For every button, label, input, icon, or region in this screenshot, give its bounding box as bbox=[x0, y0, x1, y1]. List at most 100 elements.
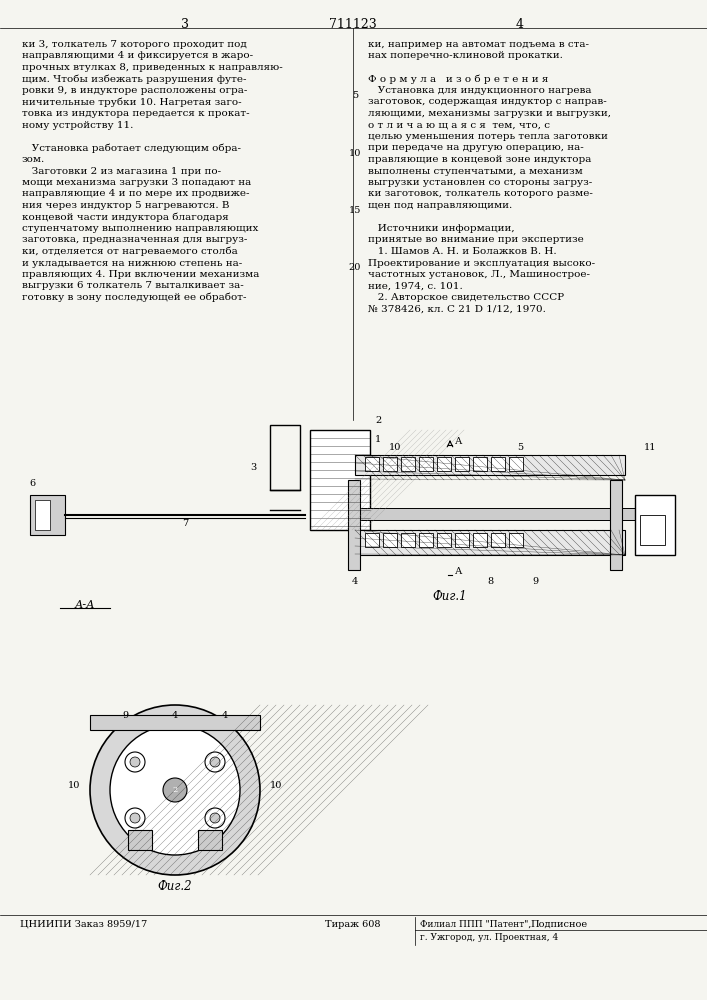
Text: заготовка, предназначенная для выгруз-: заготовка, предназначенная для выгруз- bbox=[22, 235, 247, 244]
Circle shape bbox=[205, 808, 225, 828]
Text: 15: 15 bbox=[349, 206, 361, 215]
Text: заготовок, содержащая индуктор с направ-: заготовок, содержащая индуктор с направ- bbox=[368, 98, 607, 106]
Text: 10: 10 bbox=[68, 780, 80, 790]
Text: Ф о р м у л а   и з о б р е т е н и я: Ф о р м у л а и з о б р е т е н и я bbox=[368, 75, 549, 84]
Bar bbox=[35, 500, 50, 530]
Text: 5: 5 bbox=[517, 442, 523, 452]
Text: нах поперечно-клиновой прокатки.: нах поперечно-клиновой прокатки. bbox=[368, 51, 563, 60]
Bar bbox=[365, 457, 379, 471]
Bar bbox=[419, 457, 433, 471]
Text: А-А: А-А bbox=[75, 600, 95, 610]
Bar bbox=[383, 457, 397, 471]
Text: 2: 2 bbox=[173, 786, 177, 794]
Text: ничительные трубки 10. Нагретая заго-: ничительные трубки 10. Нагретая заго- bbox=[22, 98, 242, 107]
Text: зом.: зом. bbox=[22, 155, 45, 164]
Bar bbox=[401, 457, 415, 471]
Text: мощи механизма загрузки 3 попадают на: мощи механизма загрузки 3 попадают на bbox=[22, 178, 251, 187]
Text: ровки 9, в индукторе расположены огра-: ровки 9, в индукторе расположены огра- bbox=[22, 86, 247, 95]
Bar bbox=[509, 457, 523, 471]
Text: ЦНИИПИ Заказ 8959/17: ЦНИИПИ Заказ 8959/17 bbox=[20, 920, 147, 929]
Text: прочных втулках 8, приведенных к направляю-: прочных втулках 8, приведенных к направл… bbox=[22, 63, 283, 72]
Text: ки 3, толкатель 7 которого проходит под: ки 3, толкатель 7 которого проходит под bbox=[22, 40, 247, 49]
Bar bbox=[473, 457, 487, 471]
Bar bbox=[198, 830, 222, 850]
Bar bbox=[350, 508, 635, 520]
Text: и укладывается на нижнюю степень на-: и укладывается на нижнюю степень на- bbox=[22, 258, 243, 267]
Text: 11: 11 bbox=[644, 442, 656, 452]
Text: выполнены ступенчатыми, а механизм: выполнены ступенчатыми, а механизм bbox=[368, 166, 583, 176]
Text: г. Ужгород, ул. Проектная, 4: г. Ужгород, ул. Проектная, 4 bbox=[420, 933, 559, 942]
Text: 2: 2 bbox=[375, 416, 381, 425]
Circle shape bbox=[125, 752, 145, 772]
Bar bbox=[355, 455, 625, 475]
Text: № 378426, кл. С 21 D 1/12, 1970.: № 378426, кл. С 21 D 1/12, 1970. bbox=[368, 304, 546, 314]
Bar bbox=[491, 457, 505, 471]
Circle shape bbox=[110, 725, 240, 855]
Text: 9: 9 bbox=[122, 710, 128, 720]
Bar bbox=[310, 430, 370, 530]
Bar bbox=[270, 425, 300, 490]
Text: ки, например на автомат подъема в ста-: ки, например на автомат подъема в ста- bbox=[368, 40, 589, 49]
Circle shape bbox=[90, 705, 260, 875]
Text: направляющими 4 и фиксируется в жаро-: направляющими 4 и фиксируется в жаро- bbox=[22, 51, 253, 60]
Circle shape bbox=[210, 813, 220, 823]
Text: Источники информации,: Источники информации, bbox=[368, 224, 515, 233]
Text: Заготовки 2 из магазина 1 при по-: Заготовки 2 из магазина 1 при по- bbox=[22, 166, 221, 176]
Text: 5: 5 bbox=[352, 91, 358, 100]
Circle shape bbox=[163, 778, 187, 802]
Text: 3: 3 bbox=[181, 18, 189, 31]
Text: 1: 1 bbox=[375, 435, 381, 444]
Bar bbox=[355, 530, 625, 555]
Bar bbox=[365, 533, 379, 547]
Text: 3: 3 bbox=[250, 462, 256, 472]
Text: 4: 4 bbox=[172, 710, 178, 720]
Circle shape bbox=[205, 752, 225, 772]
Text: принятые во внимание при экспертизе: принятые во внимание при экспертизе bbox=[368, 235, 584, 244]
Text: Тираж 608: Тираж 608 bbox=[325, 920, 381, 929]
Text: частотных установок, Л., Машинострое-: частотных установок, Л., Машинострое- bbox=[368, 270, 590, 279]
Text: 4: 4 bbox=[222, 710, 228, 720]
Bar bbox=[90, 715, 260, 730]
Text: 4: 4 bbox=[352, 578, 358, 586]
Text: целью уменьшения потерь тепла заготовки: целью уменьшения потерь тепла заготовки bbox=[368, 132, 608, 141]
Text: товка из индуктора передается к прокат-: товка из индуктора передается к прокат- bbox=[22, 109, 250, 118]
Text: 711123: 711123 bbox=[329, 18, 377, 31]
Text: Подписное: Подписное bbox=[530, 920, 587, 929]
Text: выгрузки установлен со стороны загруз-: выгрузки установлен со стороны загруз- bbox=[368, 178, 592, 187]
Bar bbox=[383, 533, 397, 547]
Text: Проектирование и эксплуатация высоко-: Проектирование и эксплуатация высоко- bbox=[368, 258, 595, 267]
Bar bbox=[437, 457, 451, 471]
Text: ному устройству 11.: ному устройству 11. bbox=[22, 120, 134, 129]
Bar bbox=[455, 457, 469, 471]
Text: 8: 8 bbox=[487, 578, 493, 586]
Bar bbox=[419, 533, 433, 547]
Text: Установка для индукционного нагрева: Установка для индукционного нагрева bbox=[368, 86, 592, 95]
Text: ки, отделяется от нагреваемого столба: ки, отделяется от нагреваемого столба bbox=[22, 247, 238, 256]
Text: Фиг.2: Фиг.2 bbox=[158, 880, 192, 893]
Text: выгрузки 6 толкатель 7 выталкивает за-: выгрузки 6 толкатель 7 выталкивает за- bbox=[22, 282, 244, 290]
Text: Установка работает следующим обра-: Установка работает следующим обра- bbox=[22, 143, 241, 153]
Text: 1. Шамов А. Н. и Болажков В. Н.: 1. Шамов А. Н. и Болажков В. Н. bbox=[368, 247, 556, 256]
Circle shape bbox=[130, 813, 140, 823]
Text: ния через индуктор 5 нагреваются. В: ния через индуктор 5 нагреваются. В bbox=[22, 201, 230, 210]
Bar bbox=[30, 495, 65, 535]
Bar bbox=[635, 495, 675, 555]
Text: готовку в зону последующей ее обработ-: готовку в зону последующей ее обработ- bbox=[22, 293, 247, 302]
Text: правляющих 4. При включении механизма: правляющих 4. При включении механизма bbox=[22, 270, 259, 279]
Text: при передаче на другую операцию, на-: при передаче на другую операцию, на- bbox=[368, 143, 584, 152]
Text: концевой части индуктора благодаря: концевой части индуктора благодаря bbox=[22, 213, 229, 222]
Text: 9: 9 bbox=[532, 578, 538, 586]
Text: направляющие 4 и по мере их продвиже-: направляющие 4 и по мере их продвиже- bbox=[22, 190, 250, 198]
Text: 7: 7 bbox=[182, 520, 188, 528]
Text: 2. Авторское свидетельство СССР: 2. Авторское свидетельство СССР bbox=[368, 293, 564, 302]
Text: А: А bbox=[455, 438, 462, 446]
Circle shape bbox=[130, 757, 140, 767]
Text: А: А bbox=[455, 568, 462, 576]
Text: Филиал ППП "Патент",: Филиал ППП "Патент", bbox=[420, 920, 531, 929]
Bar bbox=[455, 533, 469, 547]
Text: о т л и ч а ю щ а я с я  тем, что, с: о т л и ч а ю щ а я с я тем, что, с bbox=[368, 120, 550, 129]
Bar bbox=[610, 480, 622, 570]
Bar bbox=[640, 515, 665, 545]
Text: 10: 10 bbox=[389, 442, 401, 452]
Text: щен под направляющими.: щен под направляющими. bbox=[368, 201, 513, 210]
